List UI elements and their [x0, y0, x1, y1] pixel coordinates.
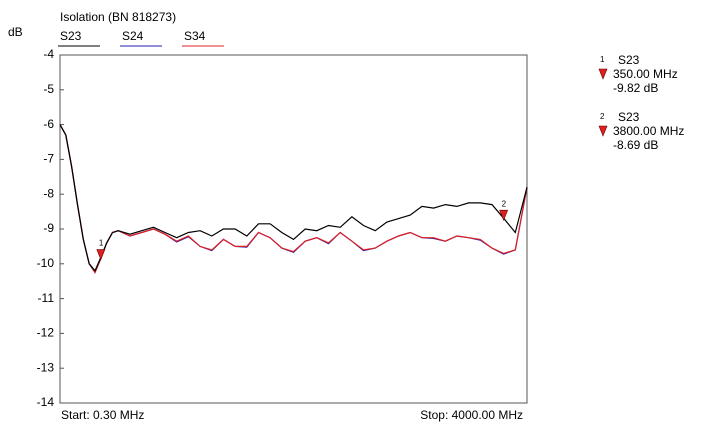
- y-tick-label: -4: [43, 47, 54, 61]
- series-line: [59, 124, 528, 274]
- series-line: [59, 124, 528, 272]
- legend-label: S23: [60, 29, 82, 43]
- y-tick-label: -10: [37, 256, 55, 270]
- marker-table-number: 1: [600, 55, 605, 64]
- legend-label: S24: [122, 29, 144, 43]
- y-tick-label: -7: [43, 152, 54, 166]
- marker-table-icon: [598, 125, 608, 137]
- marker-table-frequency: 350.00 MHz: [613, 67, 678, 81]
- marker-number: 1: [99, 239, 104, 248]
- y-tick-label: -6: [43, 117, 54, 131]
- y-tick-label: -9: [43, 221, 54, 235]
- plot-frame: [59, 54, 528, 404]
- stop-label: Stop: 4000.00 MHz: [420, 408, 523, 422]
- y-tick-label: -13: [37, 360, 55, 374]
- start-label: Start: 0.30 MHz: [61, 408, 144, 422]
- y-axis-label: dB: [8, 25, 23, 39]
- y-tick-label: -11: [38, 291, 55, 305]
- marker-table-number: 2: [600, 112, 605, 121]
- y-tick-label: -14: [37, 395, 55, 409]
- marker-table-series: S23: [618, 110, 640, 124]
- y-tick-label: -5: [43, 82, 54, 96]
- chart-title: Isolation (BN 818273): [60, 10, 176, 24]
- y-tick-label: -12: [37, 326, 55, 340]
- series-line: [59, 124, 528, 274]
- y-tick-label: -8: [43, 186, 54, 200]
- marker-number: 2: [502, 199, 507, 208]
- marker-table-value: -9.82 dB: [613, 81, 658, 95]
- marker-table-icon: [598, 68, 608, 80]
- legend-label: S34: [184, 29, 206, 43]
- marker-table-series: S23: [618, 53, 640, 67]
- marker: [499, 209, 509, 222]
- marker: [96, 249, 106, 261]
- marker-table-value: -8.69 dB: [613, 138, 658, 152]
- marker-table-frequency: 3800.00 MHz: [613, 124, 684, 138]
